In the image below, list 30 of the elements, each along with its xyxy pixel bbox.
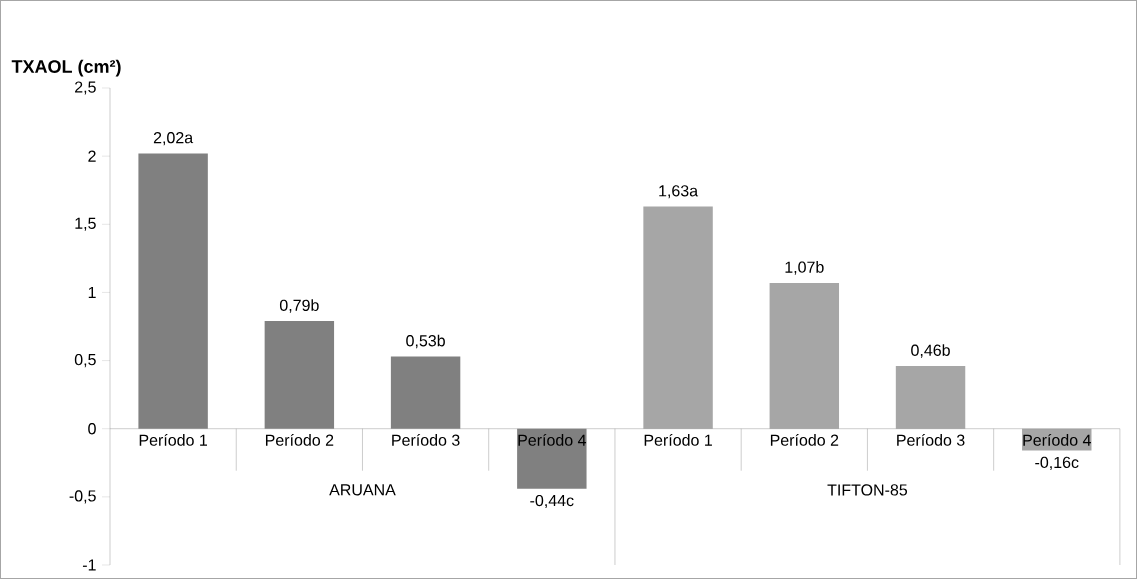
x-tick-label: Período 2	[265, 433, 334, 446]
data-label: 2,02a	[153, 132, 194, 146]
y-axis-title: TXAOL (cm²)	[11, 59, 121, 77]
y-tick-label: 1,5	[75, 217, 96, 231]
data-label: -0,16c	[1035, 456, 1079, 470]
data-label: 1,07b	[785, 261, 824, 275]
annotation: ARUANA	[329, 484, 396, 496]
data-label: 0,53b	[406, 334, 445, 349]
y-tick-label: 0	[88, 423, 96, 435]
y-tick-label: 2	[88, 150, 96, 162]
y-tick-label: 0,5	[74, 353, 96, 368]
x-tick-label: Período 1	[644, 433, 712, 446]
x-tick-label: Período 2	[770, 433, 839, 446]
bar	[769, 282, 840, 429]
x-tick-label: Período 4	[518, 433, 587, 446]
x-tick-label: Período 3	[897, 433, 965, 446]
y-tick-label: -1	[82, 559, 96, 571]
data-label: 0,79b	[279, 299, 319, 313]
data-label: 1,63a	[659, 185, 699, 199]
data-label: 0,46b	[911, 344, 950, 358]
bar	[895, 366, 966, 429]
x-tick-label: Período 4	[1023, 433, 1091, 446]
annotation: TIFTON-85	[827, 484, 908, 496]
y-tick-label: 2,5	[75, 81, 96, 95]
x-tick-label: Período 1	[139, 433, 207, 446]
x-tick-label: Período 3	[392, 433, 460, 446]
y-tick-label: -0,5	[69, 490, 96, 504]
y-tick-label: 1	[88, 286, 96, 298]
bar	[643, 206, 713, 429]
data-label: -0,44c	[530, 494, 574, 509]
